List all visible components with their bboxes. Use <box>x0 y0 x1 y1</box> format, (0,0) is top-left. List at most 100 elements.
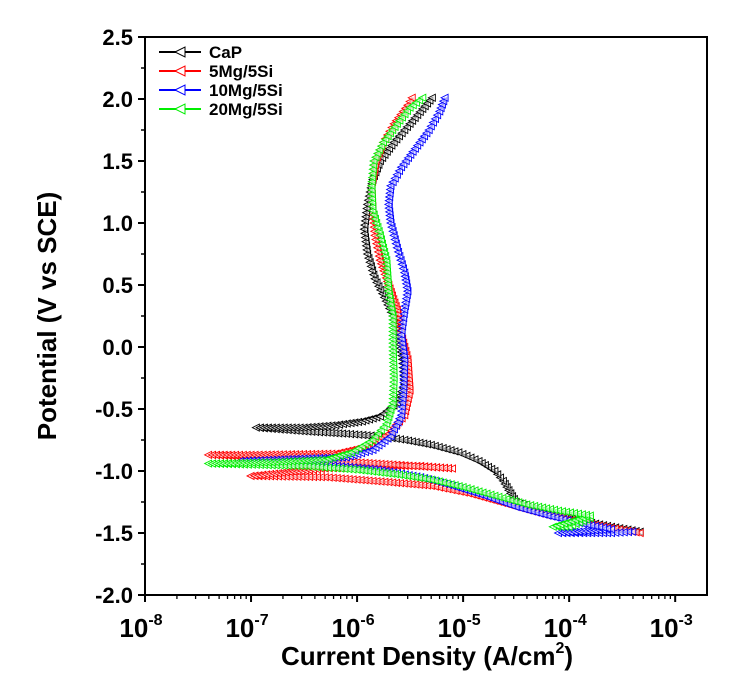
data-point-marker <box>477 488 487 497</box>
data-point-marker <box>418 474 427 483</box>
data-point-marker <box>511 502 520 512</box>
data-point-marker <box>533 502 543 512</box>
y-tick-label: 0.0 <box>102 335 133 360</box>
data-point-marker <box>344 474 353 484</box>
data-point-marker <box>414 473 423 483</box>
plot-frame <box>144 36 708 596</box>
data-point-marker <box>315 462 324 472</box>
data-point-marker <box>399 435 409 445</box>
data-point-marker <box>469 455 479 464</box>
data-point-marker <box>410 472 419 482</box>
legend-item: 10Mg/5Si <box>159 81 283 100</box>
x-tick-label: 10-4 <box>544 612 587 643</box>
data-point-marker <box>550 513 560 522</box>
data-point-marker <box>619 528 628 537</box>
series-20mg-5si <box>203 93 594 532</box>
y-tick-label: 1.0 <box>102 211 133 236</box>
data-point-marker <box>440 93 449 102</box>
data-point-marker <box>527 507 536 516</box>
data-point-marker <box>403 461 413 470</box>
legend-marker-icon <box>173 65 186 77</box>
data-point-marker <box>367 459 377 468</box>
y-axis: 2.5 2.0 1.5 1.0 0.5 0.0 -0.5 -1.0 -1.5 -2.0 <box>95 25 145 608</box>
data-point-marker <box>371 477 381 486</box>
data-point-marker <box>430 482 439 491</box>
data-point-marker <box>481 489 491 498</box>
data-point-marker <box>395 435 405 444</box>
data-point-marker <box>391 434 400 443</box>
x-axis-title-main: Current Density (A/cm <box>281 641 556 671</box>
data-point-marker <box>509 496 519 506</box>
data-point-marker <box>427 93 436 102</box>
data-point-marker <box>407 461 417 471</box>
data-point-marker <box>450 481 459 490</box>
data-point-marker <box>332 473 341 483</box>
data-point-marker <box>542 511 552 520</box>
data-point-marker <box>557 507 566 516</box>
data-point-marker <box>466 485 475 494</box>
data-point-marker <box>442 479 451 488</box>
data-point-marker <box>454 481 463 491</box>
data-point-marker <box>565 508 574 517</box>
data-point-marker <box>434 483 443 492</box>
data-point-marker <box>439 463 449 473</box>
data-point-marker <box>529 501 539 511</box>
data-point-marker <box>577 510 586 519</box>
data-point-marker <box>427 463 437 472</box>
data-point-marker <box>423 462 433 472</box>
data-point-marker <box>485 490 495 499</box>
data-point-marker <box>553 506 562 515</box>
y-tick-label: 2.0 <box>102 87 133 112</box>
data-point-marker <box>411 461 421 471</box>
data-point-marker <box>379 459 389 469</box>
legend-item: CaP <box>159 43 242 62</box>
y-axis-title: Potential (V vs SCE) <box>32 192 62 441</box>
data-point-marker <box>462 483 471 493</box>
series-5mg-5si <box>203 93 644 538</box>
data-point-marker <box>426 475 435 484</box>
legend-item: 5Mg/5Si <box>159 62 273 81</box>
legend-marker-icon <box>173 46 186 58</box>
data-point-marker <box>474 456 483 466</box>
data-point-marker <box>324 473 333 482</box>
data-point-marker <box>399 461 409 470</box>
data-point-marker <box>345 429 355 439</box>
data-point-marker <box>379 477 389 487</box>
data-point-marker <box>549 505 559 515</box>
data-point-marker <box>515 503 524 513</box>
data-point-marker <box>606 525 616 534</box>
data-point-marker <box>340 474 349 483</box>
data-point-marker <box>497 493 507 503</box>
data-point-marker <box>519 504 528 514</box>
x-axis-title-sup: 2 <box>555 640 564 657</box>
x-tick-label: 10-6 <box>331 612 374 643</box>
legend-label: CaP <box>209 43 242 62</box>
x-axis-title-end: ) <box>564 641 573 671</box>
x-tick-label: 10-7 <box>225 612 268 643</box>
data-point-marker <box>586 521 596 530</box>
data-point-marker <box>517 499 527 508</box>
data-point-marker <box>336 474 345 483</box>
data-point-marker <box>352 465 361 474</box>
x-tick-label: 10-5 <box>438 612 481 643</box>
data-point-marker <box>349 430 359 439</box>
plot-curves <box>203 93 644 538</box>
data-point-marker <box>343 464 353 474</box>
y-tick-label: 1.5 <box>102 149 133 174</box>
x-axis-title: Current Density (A/cm2) <box>281 640 573 671</box>
data-point-marker <box>434 477 443 486</box>
data-point-marker <box>347 465 357 474</box>
data-point-marker <box>415 462 425 471</box>
x-axis: 10-8 10-7 10-6 10-5 10-4 10-3 <box>119 595 693 643</box>
data-point-marker <box>590 521 600 531</box>
data-point-marker <box>391 460 401 470</box>
data-point-marker <box>541 504 551 513</box>
data-point-marker <box>339 464 349 474</box>
y-tick-label: -0.5 <box>95 397 133 422</box>
data-point-marker <box>474 487 483 496</box>
data-point-marker <box>362 431 371 440</box>
data-point-marker <box>513 498 523 507</box>
data-point-marker <box>357 430 367 440</box>
data-point-marker <box>435 463 445 472</box>
